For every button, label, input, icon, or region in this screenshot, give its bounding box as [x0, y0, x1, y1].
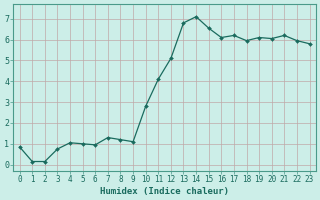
- X-axis label: Humidex (Indice chaleur): Humidex (Indice chaleur): [100, 187, 229, 196]
